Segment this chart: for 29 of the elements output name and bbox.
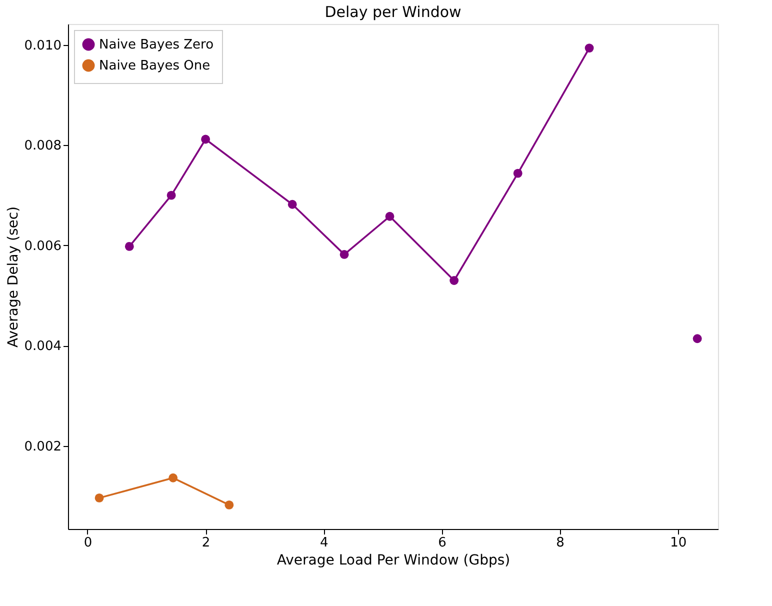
- x-axis-title: Average Load Per Window (Gbps): [276, 552, 510, 568]
- point: [166, 190, 176, 200]
- legend-label: Naive Bayes One: [99, 58, 210, 74]
- point: [201, 134, 210, 144]
- point: [94, 493, 104, 502]
- x-tick-label: 10: [670, 536, 687, 550]
- point: [450, 276, 459, 285]
- legend-label: Naive Bayes Zero: [99, 38, 214, 52]
- y-tick-label: 0.004: [24, 339, 62, 354]
- x-tick-label: 2: [202, 536, 210, 550]
- point: [288, 200, 297, 209]
- x-tick-label: 8: [556, 536, 564, 550]
- y-tick-label: 0.008: [24, 138, 62, 154]
- y-tick-label: 0.010: [24, 38, 62, 54]
- point: [385, 212, 394, 221]
- point: [340, 250, 349, 259]
- y-axis-title: Average Delay (sec): [5, 206, 22, 348]
- chart-title: Delay per Window: [324, 3, 462, 21]
- point: [513, 168, 522, 178]
- y-tick-label: 0.006: [24, 238, 62, 254]
- point: [168, 473, 178, 482]
- point: [584, 44, 594, 53]
- point: [692, 334, 702, 344]
- y-tick-label: 0.002: [24, 439, 62, 454]
- point: [224, 500, 234, 510]
- x-tick-label: 0: [84, 536, 92, 550]
- point: [124, 242, 134, 251]
- x-tick-label: 6: [438, 536, 446, 550]
- x-tick-label: 4: [320, 536, 328, 550]
